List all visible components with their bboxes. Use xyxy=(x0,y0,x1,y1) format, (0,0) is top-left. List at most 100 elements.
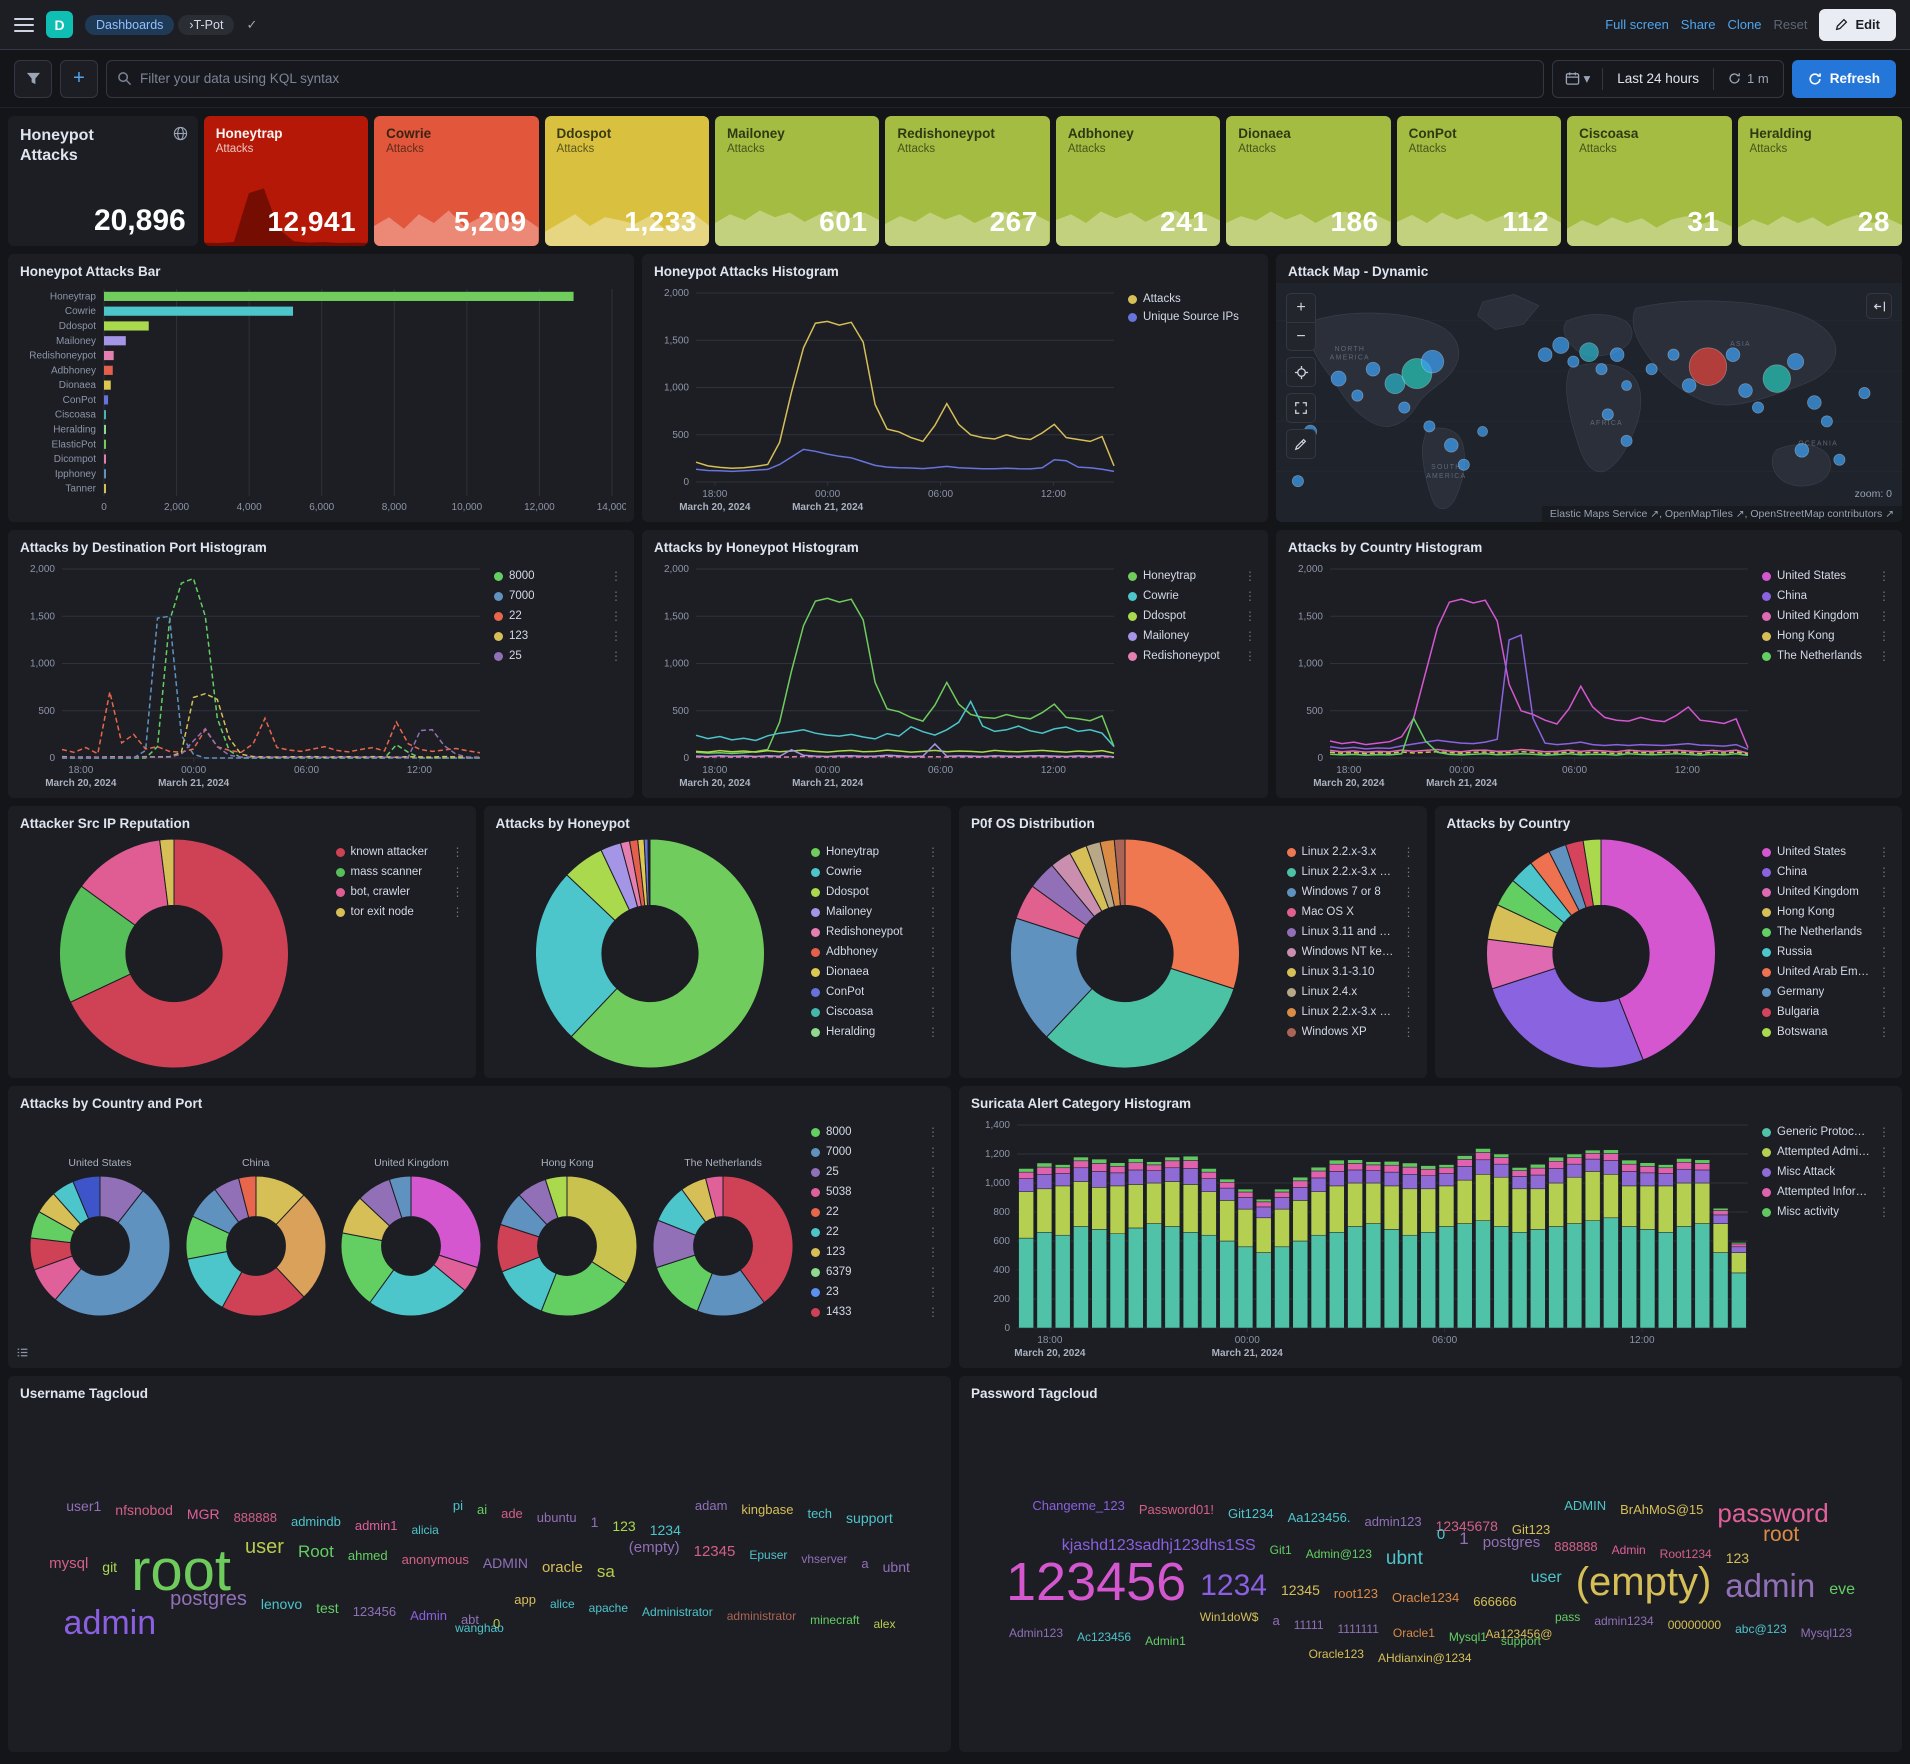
map-zoom-out-button[interactable]: − xyxy=(1287,322,1315,350)
legend-item-menu-icon[interactable]: ⋮ xyxy=(1402,905,1415,919)
map-fit-bounds-button[interactable] xyxy=(1287,394,1315,422)
legend-item[interactable]: Cowrie ⋮ xyxy=(811,865,941,879)
filter-menu-button[interactable] xyxy=(14,59,52,98)
legend-item[interactable]: Redishoneypot ⋮ xyxy=(1128,649,1258,663)
tagcloud-word[interactable]: wanghao xyxy=(455,1620,504,1635)
tagcloud-word[interactable]: kingbase xyxy=(741,1502,794,1518)
legend-item-menu-icon[interactable]: ⋮ xyxy=(1878,1165,1890,1179)
tagcloud-word[interactable]: a xyxy=(861,1555,869,1571)
tagcloud-word[interactable]: Oracle1 xyxy=(1392,1625,1435,1640)
legend-item-menu-icon[interactable]: ⋮ xyxy=(927,965,939,979)
legend-item[interactable]: 1433 ⋮ xyxy=(811,1305,941,1319)
legend-item-menu-icon[interactable]: ⋮ xyxy=(1244,609,1256,623)
refresh-interval-button[interactable]: 1 m xyxy=(1718,71,1779,86)
tagcloud-word[interactable]: Administrator xyxy=(642,1604,713,1619)
legend-item[interactable]: Botswana ⋮ xyxy=(1762,1025,1892,1039)
tagcloud-word[interactable]: (empty) xyxy=(628,1538,680,1556)
tagcloud-word[interactable]: git xyxy=(102,1559,118,1576)
honeypot-attacks-histogram-chart[interactable]: 0 500 1,000 1,500 2,000 18:00 March 20, 2024 00… xyxy=(650,283,1124,516)
p0f-os-distribution-chart[interactable] xyxy=(967,835,1283,1072)
legend-item[interactable]: 25 ⋮ xyxy=(494,649,624,663)
legend-item-menu-icon[interactable]: ⋮ xyxy=(1878,1025,1890,1039)
legend-item[interactable]: Misc Attack ⋮ xyxy=(1762,1165,1892,1179)
legend-item[interactable]: mass scanner ⋮ xyxy=(335,865,466,879)
map-set-view-button[interactable] xyxy=(1287,358,1315,386)
legend-item[interactable]: Mailoney ⋮ xyxy=(811,905,941,919)
tagcloud-word[interactable]: (empty) xyxy=(1575,1560,1712,1605)
tagcloud-word[interactable]: Admin@123 xyxy=(1305,1547,1372,1562)
legend-item-menu-icon[interactable]: ⋮ xyxy=(610,629,622,643)
breadcrumb-dashboards[interactable]: Dashboards xyxy=(85,14,175,35)
legend-item[interactable]: Bulgaria ⋮ xyxy=(1762,1005,1892,1019)
legend-item-menu-icon[interactable]: ⋮ xyxy=(610,589,622,603)
legend-item-menu-icon[interactable]: ⋮ xyxy=(927,1145,939,1159)
tagcloud-word[interactable]: oracle xyxy=(541,1558,583,1576)
tagcloud-word[interactable]: Admin123 xyxy=(1008,1625,1064,1640)
tagcloud-word[interactable]: Git123 xyxy=(1511,1522,1551,1538)
legend-item[interactable]: Linux 3.1-3.10 ⋮ xyxy=(1286,965,1417,979)
legend-item-menu-icon[interactable]: ⋮ xyxy=(1402,885,1415,899)
tagcloud-word[interactable]: 12345 xyxy=(1280,1581,1320,1598)
tagcloud-word[interactable]: 123456 xyxy=(352,1604,397,1620)
legend-item-menu-icon[interactable]: ⋮ xyxy=(1878,1125,1890,1139)
tagcloud-word[interactable]: 11111 xyxy=(1293,1617,1324,1632)
tagcloud-word[interactable]: tech xyxy=(807,1506,833,1522)
legend-item[interactable]: known attacker ⋮ xyxy=(335,845,466,859)
legend-item-menu-icon[interactable]: ⋮ xyxy=(927,1165,939,1179)
mini-pie-the-netherlands[interactable] xyxy=(649,1172,797,1320)
legend-item-menu-icon[interactable]: ⋮ xyxy=(1402,925,1415,939)
map-legend-collapse-button[interactable] xyxy=(1866,293,1892,319)
tagcloud-word[interactable]: Aa123456. xyxy=(1287,1510,1351,1526)
refresh-button[interactable]: Refresh xyxy=(1791,59,1896,98)
tagcloud-word[interactable]: Admin1 xyxy=(1145,1633,1186,1648)
tagcloud-word[interactable]: alice xyxy=(549,1596,575,1611)
tagcloud-word[interactable]: Mysql123 xyxy=(1800,1625,1853,1640)
map-zoom-in-button[interactable]: + xyxy=(1287,294,1315,322)
tagcloud-word[interactable]: support xyxy=(1500,1633,1541,1648)
legend-item-menu-icon[interactable]: ⋮ xyxy=(1402,985,1415,999)
legend-item-menu-icon[interactable]: ⋮ xyxy=(1244,569,1256,583)
tagcloud-word[interactable]: 123 xyxy=(612,1517,636,1534)
legend-item[interactable]: 22 ⋮ xyxy=(494,609,624,623)
tagcloud-word[interactable]: admin1234 xyxy=(1594,1613,1654,1628)
legend-item[interactable]: Mac OS X ⋮ xyxy=(1286,905,1417,919)
tagcloud-word[interactable]: Changeme_123 xyxy=(1032,1498,1125,1514)
legend-item[interactable]: Windows NT kernel ⋮ xyxy=(1286,945,1417,959)
reset-button[interactable]: Reset xyxy=(1773,17,1808,32)
legend-item[interactable]: Unique Source IPs xyxy=(1128,311,1258,323)
mini-pie-chart[interactable] xyxy=(182,1172,330,1320)
legend-item-menu-icon[interactable]: ⋮ xyxy=(1244,589,1256,603)
tagcloud-word[interactable]: 0 xyxy=(1436,1525,1446,1543)
legend-item[interactable]: Attempted Information L... ⋮ xyxy=(1762,1185,1892,1199)
legend-item-menu-icon[interactable]: ⋮ xyxy=(1878,569,1890,583)
tagcloud-word[interactable]: MGR xyxy=(186,1505,220,1522)
legend-item[interactable]: Linux 3.11 and newer ⋮ xyxy=(1286,925,1417,939)
legend-item-menu-icon[interactable]: ⋮ xyxy=(1878,905,1890,919)
legend-item[interactable]: Generic Protocol Comm... ⋮ xyxy=(1762,1125,1892,1139)
clone-button[interactable]: Clone xyxy=(1727,17,1762,32)
tagcloud-word[interactable]: 12345678 xyxy=(1435,1517,1498,1534)
tagcloud-word[interactable]: Ac123456 xyxy=(1077,1629,1132,1644)
legend-item-menu-icon[interactable]: ⋮ xyxy=(927,1185,939,1199)
legend-item-menu-icon[interactable]: ⋮ xyxy=(927,1025,939,1039)
tagcloud-word[interactable]: Admin xyxy=(1611,1543,1646,1558)
mini-pie-chart[interactable] xyxy=(649,1172,797,1320)
tagcloud-word[interactable]: admindb xyxy=(290,1514,341,1530)
legend-item[interactable]: Dionaea ⋮ xyxy=(811,965,941,979)
tagcloud-word[interactable]: anonymous xyxy=(401,1551,469,1567)
legend-item-menu-icon[interactable]: ⋮ xyxy=(927,925,939,939)
legend-item[interactable]: United Kingdom ⋮ xyxy=(1762,885,1892,899)
legend-item[interactable]: United States ⋮ xyxy=(1762,845,1892,859)
tagcloud-word[interactable]: minecraft xyxy=(810,1612,860,1627)
tagcloud-word[interactable]: Git1 xyxy=(1269,1543,1292,1558)
legend-item[interactable]: 8000 ⋮ xyxy=(494,569,624,583)
legend-item-menu-icon[interactable]: ⋮ xyxy=(1878,985,1890,999)
tagcloud-word[interactable]: ade xyxy=(501,1506,523,1522)
legend-item[interactable]: Hong Kong ⋮ xyxy=(1762,905,1892,919)
legend-item-menu-icon[interactable]: ⋮ xyxy=(927,985,939,999)
legend-item[interactable]: United Arab Emirates ⋮ xyxy=(1762,965,1892,979)
legend-item-menu-icon[interactable]: ⋮ xyxy=(927,845,939,859)
legend-item[interactable]: Ddospot ⋮ xyxy=(811,885,941,899)
legend-item-menu-icon[interactable]: ⋮ xyxy=(1878,1205,1890,1219)
legend-item[interactable]: 7000 ⋮ xyxy=(494,589,624,603)
